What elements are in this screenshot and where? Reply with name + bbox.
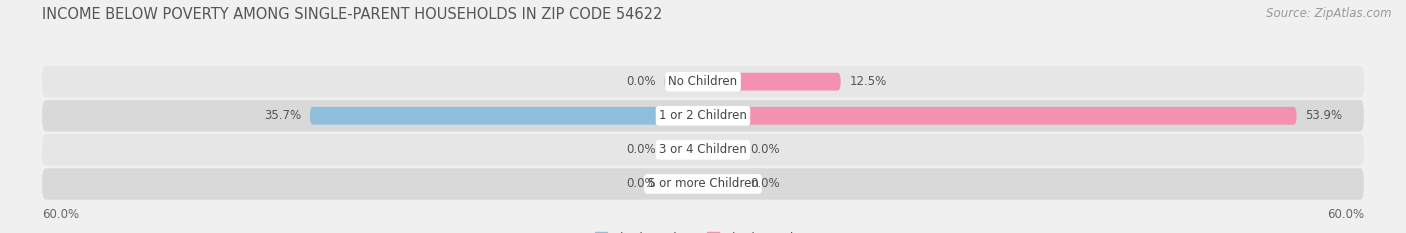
FancyBboxPatch shape: [42, 134, 1364, 165]
FancyBboxPatch shape: [42, 66, 1364, 97]
FancyBboxPatch shape: [703, 73, 841, 91]
Text: 0.0%: 0.0%: [626, 75, 655, 88]
Text: 53.9%: 53.9%: [1305, 109, 1343, 122]
FancyBboxPatch shape: [703, 175, 741, 193]
Text: 35.7%: 35.7%: [264, 109, 301, 122]
Text: 60.0%: 60.0%: [1327, 208, 1364, 221]
Text: Source: ZipAtlas.com: Source: ZipAtlas.com: [1267, 7, 1392, 20]
Text: 5 or more Children: 5 or more Children: [648, 178, 758, 190]
FancyBboxPatch shape: [42, 100, 1364, 131]
FancyBboxPatch shape: [665, 175, 703, 193]
FancyBboxPatch shape: [665, 141, 703, 159]
Text: 0.0%: 0.0%: [626, 143, 655, 156]
Text: 0.0%: 0.0%: [626, 178, 655, 190]
Text: 1 or 2 Children: 1 or 2 Children: [659, 109, 747, 122]
Text: 3 or 4 Children: 3 or 4 Children: [659, 143, 747, 156]
Text: INCOME BELOW POVERTY AMONG SINGLE-PARENT HOUSEHOLDS IN ZIP CODE 54622: INCOME BELOW POVERTY AMONG SINGLE-PARENT…: [42, 7, 662, 22]
FancyBboxPatch shape: [703, 141, 741, 159]
Text: 0.0%: 0.0%: [751, 143, 780, 156]
FancyBboxPatch shape: [665, 73, 703, 91]
Text: 60.0%: 60.0%: [42, 208, 79, 221]
Text: No Children: No Children: [668, 75, 738, 88]
Text: 12.5%: 12.5%: [849, 75, 887, 88]
Legend: Single Father, Single Mother: Single Father, Single Mother: [591, 226, 815, 233]
FancyBboxPatch shape: [309, 107, 703, 125]
FancyBboxPatch shape: [42, 168, 1364, 200]
Text: 0.0%: 0.0%: [751, 178, 780, 190]
FancyBboxPatch shape: [703, 107, 1296, 125]
